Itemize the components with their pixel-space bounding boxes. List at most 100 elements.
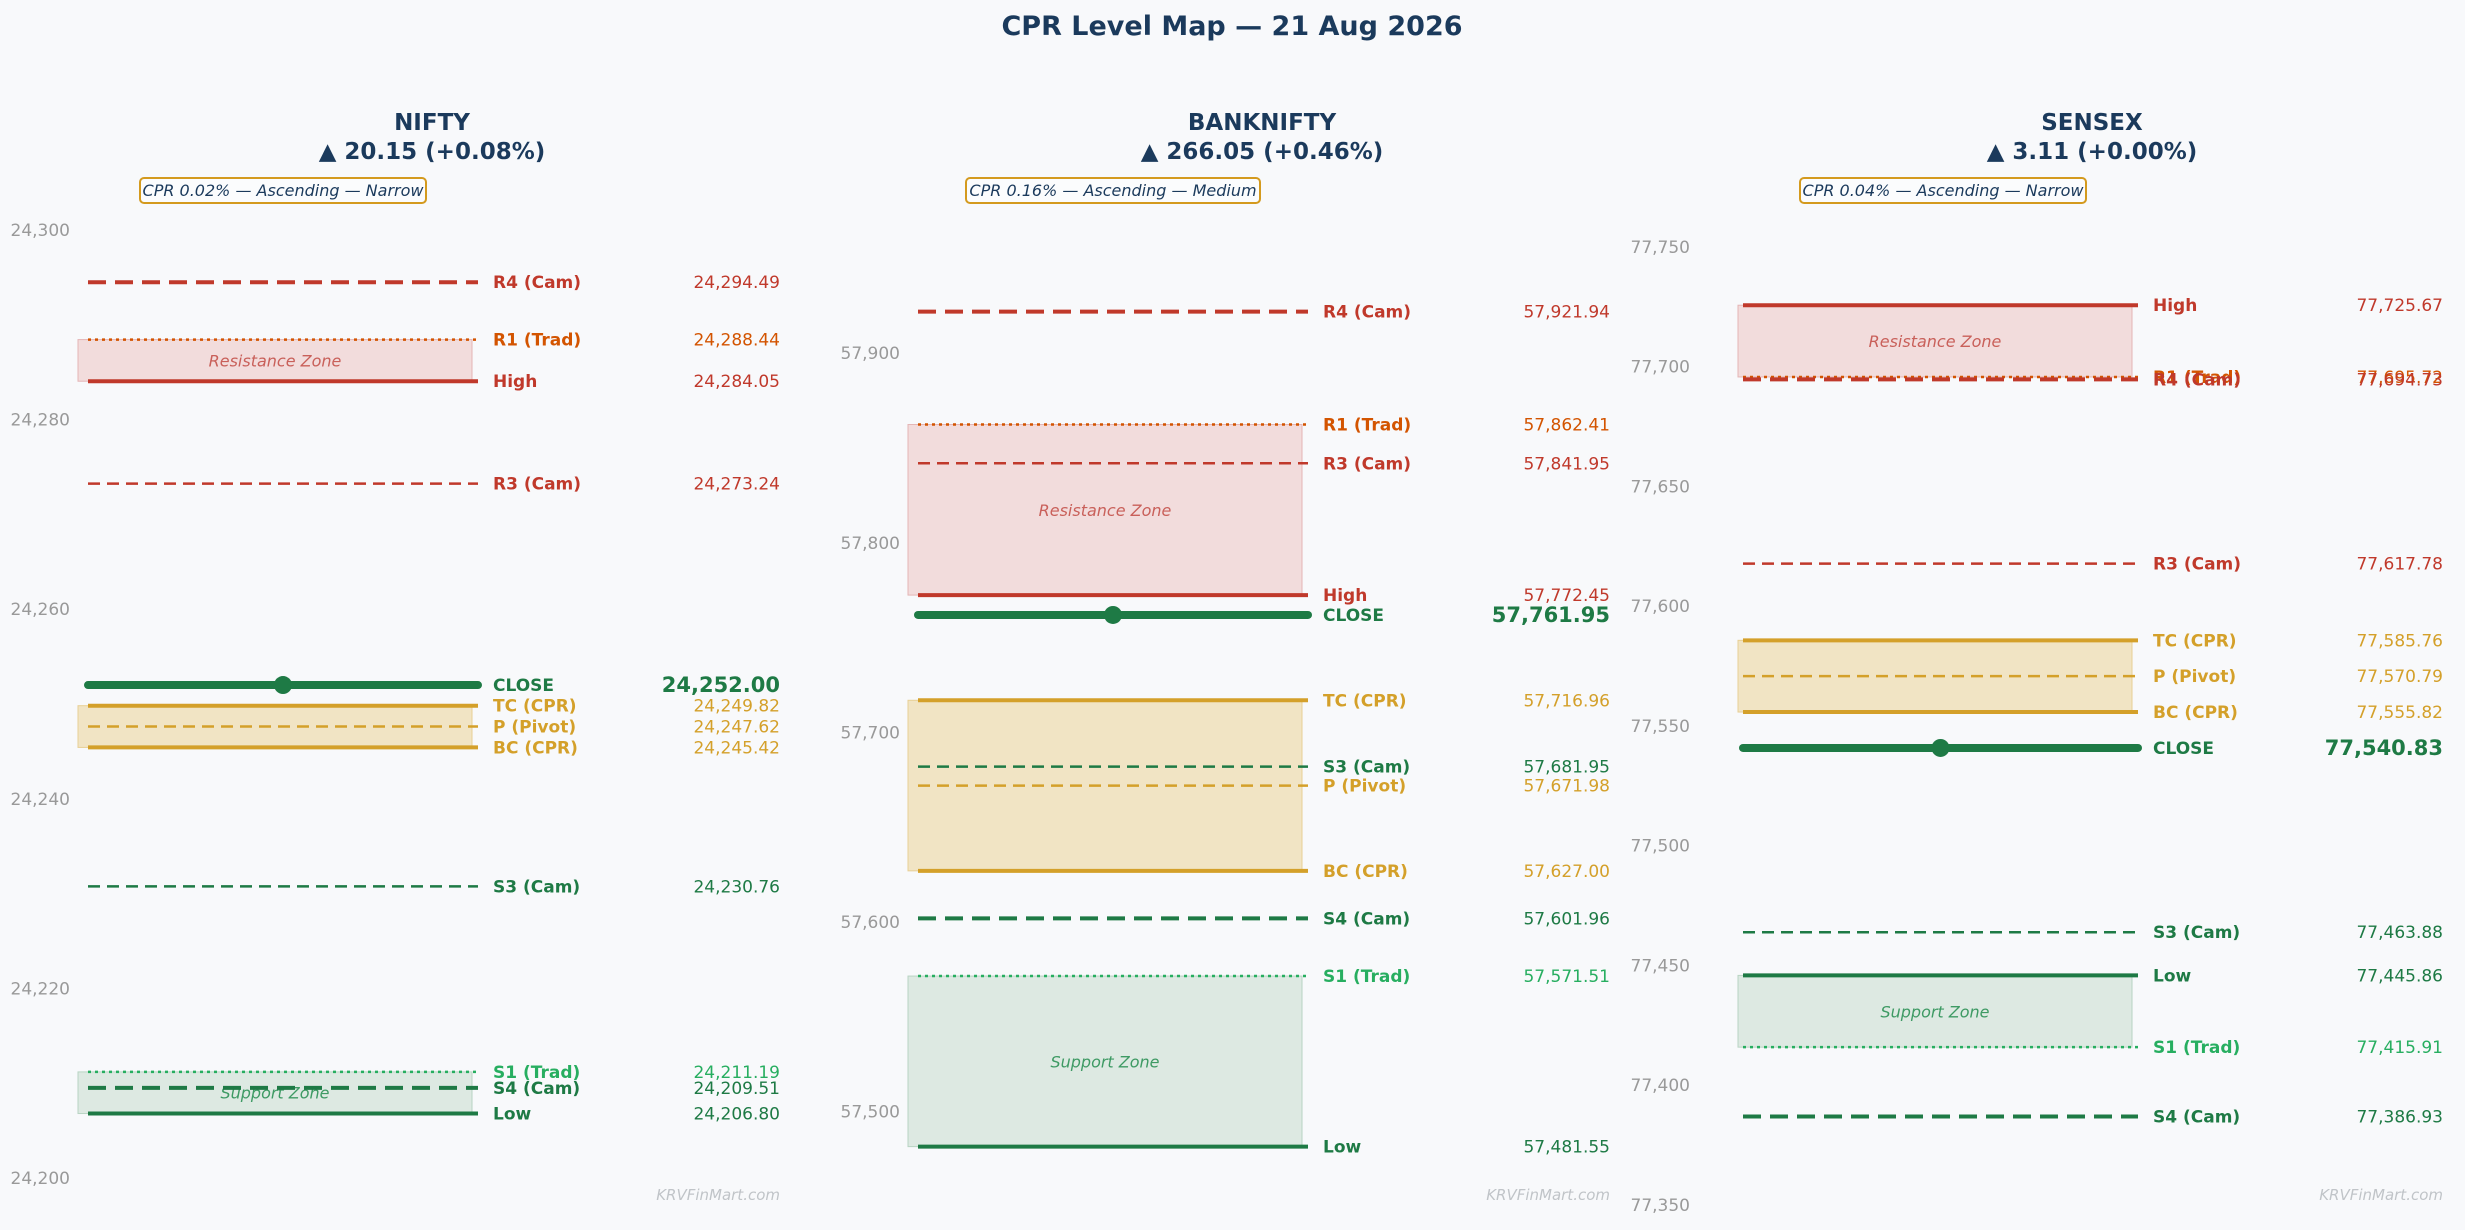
level-value-r1-trad: 57,862.41 [1523,416,1610,436]
y-tick-label: 24,200 [11,1169,70,1189]
level-value-low: 77,445.86 [2356,966,2443,986]
level-value-r1-trad: 77,695.72 [2356,368,2443,388]
level-value-r3-cam: 57,841.95 [1523,454,1610,474]
y-tick-label: 57,800 [841,534,900,554]
level-name-tc-cpr: TC (CPR) [493,697,577,717]
level-value-r4-cam: 77,694.73 [2356,370,2443,390]
level-value-s4-cam: 24,209.51 [693,1079,780,1099]
level-name-r3-cam: R3 (Cam) [1323,454,1411,474]
level-name-high: High [1323,586,1367,606]
level-name-high: High [493,372,537,392]
close-marker [1104,605,1122,624]
y-tick-label: 77,350 [1631,1196,1690,1216]
cpr-badge-box [139,177,427,204]
level-value-s1-trad: 24,211.19 [693,1063,780,1083]
level-value-low: 24,206.80 [693,1105,780,1125]
y-tick-label: 24,300 [11,221,70,241]
level-value-s3-cam: 57,681.95 [1523,758,1610,778]
cpr-badge-text: CPR 0.04% — Ascending — Narrow [1803,181,2085,200]
support-zone-label: Support Zone [1880,1002,1989,1021]
level-value-s3-cam: 24,230.76 [693,877,780,897]
y-tick-label: 24,280 [11,411,70,431]
level-name-s1-trad: S1 (Trad) [493,1063,580,1083]
panels: NIFTY ▲ 20.15 (+0.08%) CPR 0.02% — Ascendi… [11,110,2443,1216]
cpr-badge-text: CPR 0.02% — Ascending — Narrow [143,181,425,200]
close-marker [274,676,292,695]
level-name-tc-cpr: TC (CPR) [1323,691,1407,711]
y-tick-label: 57,600 [841,913,900,933]
level-name-r1-trad: R1 (Trad) [2153,368,2241,388]
chart-title: CPR Level Map — 21 Aug 2026 [1001,11,1462,42]
y-tick-label: 77,550 [1631,717,1690,737]
level-value-tc-cpr: 24,249.82 [693,697,780,717]
y-tick-label: 77,500 [1631,837,1690,857]
support-zone-label: Support Zone [220,1084,329,1103]
y-tick-label: 77,400 [1631,1076,1690,1096]
level-name-close: CLOSE [1323,606,1384,626]
cpr-badge-text: CPR 0.16% — Ascending — Medium [969,181,1256,200]
panel-title: SENSEX [2041,110,2143,136]
level-value-s4-cam: 57,601.96 [1523,909,1610,929]
y-tick-label: 24,240 [11,790,70,810]
level-name-bc-cpr: BC (CPR) [2153,703,2238,723]
level-value-p-pivot: 77,570.79 [2356,667,2443,687]
resistance-zone [77,339,473,382]
level-name-r1-trad: R1 (Trad) [1323,416,1411,436]
support-zone [907,975,1303,1148]
resistance-zone-label: Resistance Zone [209,351,342,370]
cpr-zone [907,699,1303,872]
panel-change: ▲ 3.11 (+0.00%) [1987,139,2198,165]
level-value-close: 57,761.95 [1492,603,1610,627]
level-value-s1-trad: 57,571.51 [1523,967,1610,987]
level-name-s1-trad: S1 (Trad) [1323,967,1410,987]
level-value-high: 24,284.05 [693,372,780,392]
resistance-zone-label: Resistance Zone [1039,501,1172,520]
level-value-p-pivot: 57,671.98 [1523,777,1610,797]
level-name-high: High [2153,296,2197,316]
level-value-tc-cpr: 57,716.96 [1523,691,1610,711]
panel-title: BANKNIFTY [1188,110,1337,136]
level-name-r4-cam: R4 (Cam) [493,273,581,293]
level-value-r4-cam: 57,921.94 [1523,303,1610,323]
level-value-r3-cam: 77,617.78 [2356,555,2443,575]
level-value-bc-cpr: 57,627.00 [1523,862,1610,882]
y-tick-label: 57,900 [841,344,900,364]
y-tick-label: 77,650 [1631,477,1690,497]
level-value-low: 57,481.55 [1523,1138,1610,1158]
level-name-r4-cam: R4 (Cam) [2153,370,2241,390]
level-value-tc-cpr: 77,585.76 [2356,631,2443,651]
y-tick-label: 57,500 [841,1103,900,1123]
y-tick-label: 77,700 [1631,358,1690,378]
panel-sensex: SENSEX ▲ 3.11 (+0.00%) CPR 0.04% — Ascendi… [1631,110,2443,1216]
level-value-bc-cpr: 77,555.82 [2356,703,2443,723]
level-name-s4-cam: S4 (Cam) [2153,1108,2240,1128]
level-value-p-pivot: 24,247.62 [693,718,780,738]
level-value-close: 24,252.00 [662,673,780,697]
level-value-s4-cam: 77,386.93 [2356,1108,2443,1128]
y-tick-label: 57,700 [841,723,900,743]
level-name-bc-cpr: BC (CPR) [493,738,578,758]
watermark: KRVFinMart.com [2319,1186,2443,1204]
level-name-s3-cam: S3 (Cam) [493,877,580,897]
level-name-r1-trad: R1 (Trad) [493,331,581,351]
level-name-s1-trad: S1 (Trad) [2153,1038,2240,1058]
panel-title: NIFTY [394,110,470,136]
level-name-s3-cam: S3 (Cam) [1323,758,1410,778]
y-tick-label: 24,220 [11,979,70,999]
cpr-badge-box [965,177,1261,204]
level-value-r4-cam: 24,294.49 [693,273,780,293]
level-value-s3-cam: 77,463.88 [2356,923,2443,943]
level-name-bc-cpr: BC (CPR) [1323,862,1408,882]
level-value-bc-cpr: 24,245.42 [693,738,780,758]
y-tick-label: 24,260 [11,600,70,620]
y-tick-label: 77,750 [1631,238,1690,258]
resistance-zone [907,424,1303,596]
support-zone [77,1071,473,1115]
level-value-r3-cam: 24,273.24 [693,475,780,495]
panel-nifty: NIFTY ▲ 20.15 (+0.08%) CPR 0.02% — Ascendi… [11,110,780,1204]
cpr-badge-box [1799,177,2087,204]
level-value-s1-trad: 77,415.91 [2356,1038,2443,1058]
level-name-s4-cam: S4 (Cam) [1323,909,1410,929]
watermark: KRVFinMart.com [656,1186,780,1204]
y-tick-label: 77,600 [1631,597,1690,617]
